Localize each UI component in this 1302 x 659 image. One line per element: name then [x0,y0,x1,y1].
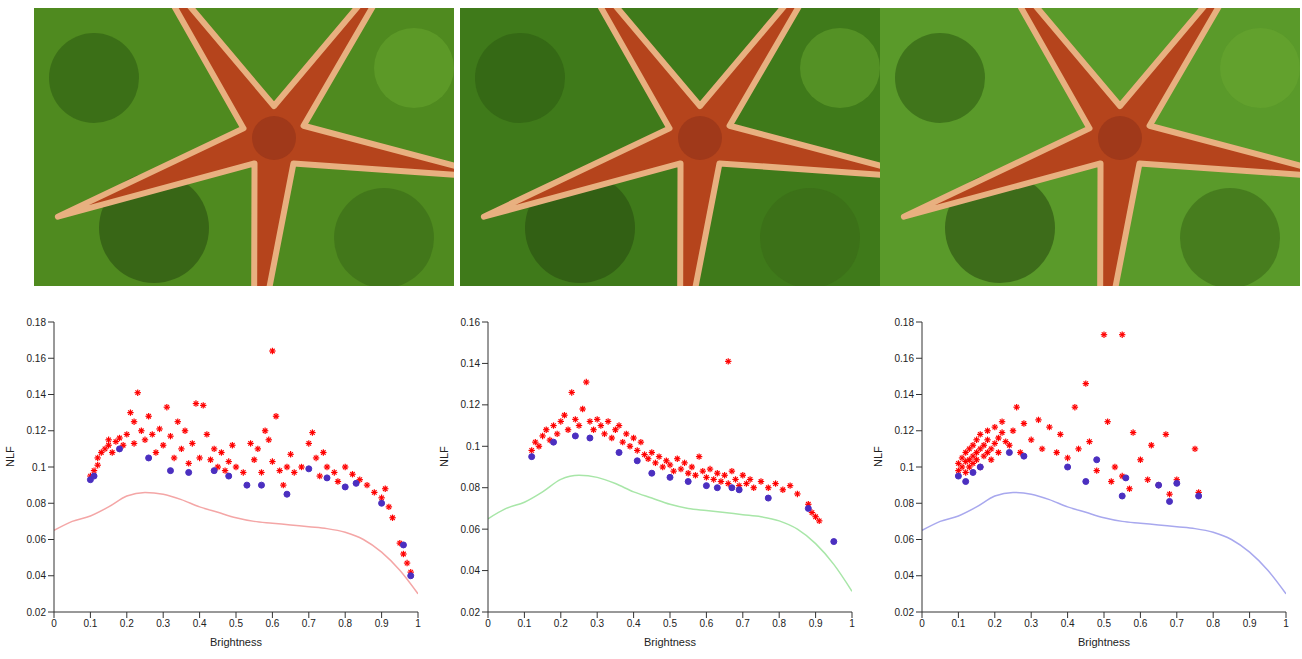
svg-text:0.5: 0.5 [663,618,677,629]
svg-text:0.02: 0.02 [27,607,47,618]
svg-text:0.14: 0.14 [27,389,47,400]
svg-text:0: 0 [919,618,925,629]
svg-text:0.16: 0.16 [895,353,915,364]
svg-text:0.6: 0.6 [1133,618,1147,629]
svg-text:0.3: 0.3 [1024,618,1038,629]
svg-text:1: 1 [415,618,421,629]
svg-text:0.04: 0.04 [461,565,481,576]
svg-text:0.02: 0.02 [461,607,481,618]
svg-text:0.7: 0.7 [736,618,750,629]
svg-text:0.12: 0.12 [895,425,915,436]
svg-text:0.7: 0.7 [1170,618,1184,629]
svg-text:0.14: 0.14 [461,358,481,369]
svg-text:0.06: 0.06 [461,524,481,535]
svg-text:0.9: 0.9 [375,618,389,629]
svg-text:0.06: 0.06 [895,534,915,545]
svg-text:0.04: 0.04 [895,570,915,581]
svg-text:0.5: 0.5 [1097,618,1111,629]
svg-text:0.1: 0.1 [517,618,531,629]
svg-text:0.18: 0.18 [27,317,47,328]
svg-text:0.12: 0.12 [27,425,47,436]
svg-text:0.2: 0.2 [554,618,568,629]
svg-text:0.4: 0.4 [193,618,207,629]
svg-text:0.3: 0.3 [590,618,604,629]
svg-text:0.08: 0.08 [461,482,481,493]
svg-text:0.02: 0.02 [895,607,915,618]
svg-text:0.1: 0.1 [951,618,965,629]
svg-text:0.18: 0.18 [895,317,915,328]
svg-text:0: 0 [51,618,57,629]
svg-text:0.8: 0.8 [338,618,352,629]
svg-text:0.9: 0.9 [1243,618,1257,629]
svg-text:0.5: 0.5 [229,618,243,629]
svg-text:0.08: 0.08 [27,498,47,509]
svg-text:1: 1 [1283,618,1289,629]
svg-text:NLF: NLF [872,446,884,467]
svg-text:Brightness: Brightness [1078,636,1130,648]
svg-text:0.1: 0.1 [466,441,480,452]
svg-text:0.1: 0.1 [32,462,46,473]
svg-text:0.08: 0.08 [895,498,915,509]
svg-text:Brightness: Brightness [210,636,262,648]
svg-text:0.8: 0.8 [772,618,786,629]
svg-text:0.06: 0.06 [27,534,47,545]
svg-text:0.3: 0.3 [156,618,170,629]
svg-text:0.6: 0.6 [699,618,713,629]
svg-text:0.14: 0.14 [895,389,915,400]
svg-text:0.1: 0.1 [83,618,97,629]
svg-text:0: 0 [485,618,491,629]
svg-text:0.8: 0.8 [1206,618,1220,629]
svg-text:0.7: 0.7 [302,618,316,629]
svg-text:0.1: 0.1 [900,462,914,473]
svg-text:0.6: 0.6 [265,618,279,629]
svg-text:NLF: NLF [4,446,16,467]
svg-text:0.2: 0.2 [120,618,134,629]
svg-text:0.4: 0.4 [1061,618,1075,629]
svg-text:0.16: 0.16 [27,353,47,364]
svg-text:0.4: 0.4 [627,618,641,629]
svg-text:0.9: 0.9 [809,618,823,629]
svg-text:0.2: 0.2 [988,618,1002,629]
svg-text:1: 1 [849,618,855,629]
svg-text:0.04: 0.04 [27,570,47,581]
svg-text:0.12: 0.12 [461,399,481,410]
svg-text:Brightness: Brightness [644,636,696,648]
svg-text:0.16: 0.16 [461,317,481,328]
svg-text:NLF: NLF [438,446,450,467]
